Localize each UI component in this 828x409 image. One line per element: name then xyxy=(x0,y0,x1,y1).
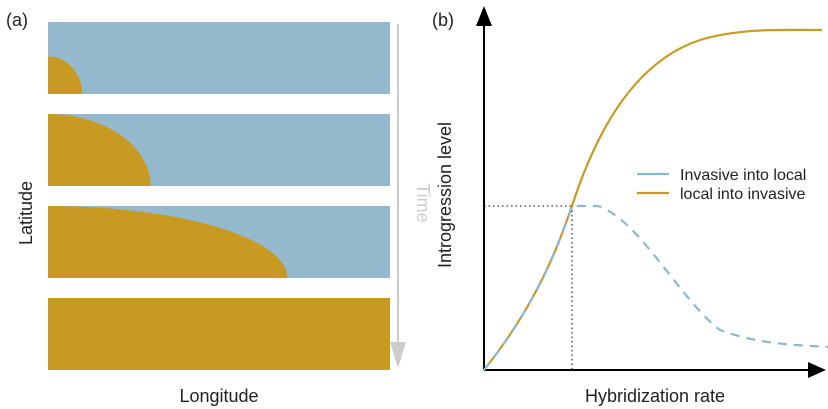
legend-label: Invasive into local xyxy=(680,167,806,184)
spread-bar xyxy=(48,22,390,94)
invasive-area xyxy=(48,114,151,186)
legend-item: local into invasive xyxy=(637,186,806,203)
legend: Invasive into local local into invasive xyxy=(637,167,806,203)
invasive-area xyxy=(48,206,288,278)
time-arrow: Time xyxy=(390,24,433,368)
panel-a-label: (a) xyxy=(6,10,28,30)
time-label: Time xyxy=(413,183,433,222)
time-arrow-head xyxy=(390,342,406,368)
legend-item: Invasive into local xyxy=(637,167,806,184)
spread-bar xyxy=(48,298,390,370)
spread-bar xyxy=(48,206,390,278)
ylabel-latitude: Latitude xyxy=(16,181,36,245)
spread-bar xyxy=(48,114,390,186)
invasive-area xyxy=(48,56,83,94)
xlabel-longitude: Longitude xyxy=(179,386,258,406)
y-axis-arrow xyxy=(476,6,492,26)
legend-label: local into invasive xyxy=(680,186,806,203)
ylabel-introgression: Introgression level xyxy=(435,122,455,268)
x-axis-arrow xyxy=(808,362,826,378)
invasive-area xyxy=(48,298,390,370)
panel-b: (b) Introgression level Hybridization ra… xyxy=(432,6,828,406)
panel-a: (a) Time Latitude Longitude xyxy=(6,10,433,406)
xlabel-hybridization: Hybridization rate xyxy=(585,386,725,406)
curve-invasive-into-local xyxy=(483,204,828,371)
local-area xyxy=(48,22,390,94)
panel-b-label: (b) xyxy=(432,10,454,30)
